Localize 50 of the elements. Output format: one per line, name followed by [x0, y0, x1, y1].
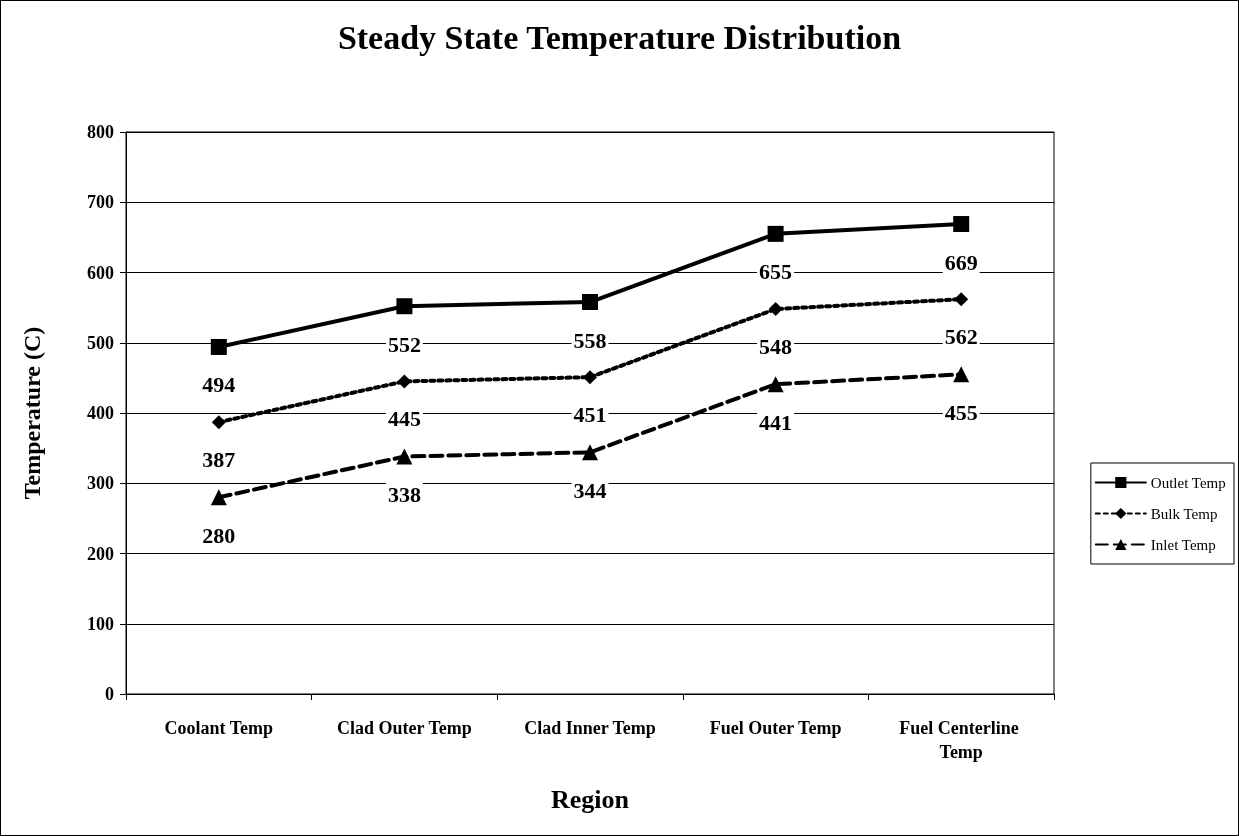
y-axis-title: Temperature (C): [19, 326, 45, 500]
point: [954, 292, 969, 307]
point: [210, 489, 227, 506]
data-label: 441: [759, 409, 793, 435]
point: [767, 225, 784, 242]
data-label: 344: [573, 477, 607, 503]
data-label: 552: [387, 331, 421, 357]
x-axis-title: Region: [551, 784, 630, 814]
point: [210, 338, 227, 355]
y-tick-label: 700: [87, 192, 114, 213]
data-label: 445: [387, 405, 421, 431]
data-label: 558: [573, 327, 607, 353]
x-tick-label: Clad Outer Temp: [337, 718, 472, 738]
data-label: 655: [759, 259, 793, 285]
point: [953, 366, 970, 383]
point: [583, 370, 597, 385]
point: [768, 302, 783, 317]
point: [211, 415, 226, 430]
data-label: 562: [944, 323, 978, 349]
data-label: 494: [202, 372, 236, 398]
point: [396, 448, 413, 465]
x-tick-label: Coolant Temp: [164, 718, 274, 738]
legend-label: Outlet Temp: [1150, 474, 1226, 491]
data-label: 387: [202, 446, 236, 472]
data-label: 548: [759, 333, 793, 359]
x-tick-label: Clad Inner Temp: [524, 718, 656, 738]
y-tick-label: 400: [87, 403, 114, 423]
y-tick-label: 500: [87, 332, 114, 353]
legend-label: Inlet Temp: [1150, 536, 1216, 553]
y-tick-label: 300: [87, 473, 114, 494]
y-tick-label: 100: [87, 613, 114, 634]
point: [397, 374, 412, 389]
y-tick-label: 200: [87, 543, 114, 564]
x-tick-label: Fuel Outer Temp: [709, 718, 842, 738]
chart-title: Steady State Temperature Distribution: [337, 18, 902, 56]
y-tick-label: 800: [87, 122, 114, 142]
legend-label: Bulk Temp: [1150, 505, 1218, 522]
point: [953, 216, 970, 233]
data-label: 338: [387, 482, 421, 508]
point: [767, 376, 784, 393]
data-label: 455: [944, 399, 978, 425]
y-tick-label: 600: [87, 262, 114, 283]
y-tick-label: 0: [105, 684, 114, 704]
data-label: 669: [944, 249, 978, 275]
point: [582, 444, 598, 461]
data-label: 280: [202, 522, 236, 548]
point: [396, 298, 413, 315]
data-label: 451: [573, 401, 607, 427]
point: [582, 294, 598, 311]
x-tick-label: Fuel Centerline Temp: [899, 718, 1024, 762]
